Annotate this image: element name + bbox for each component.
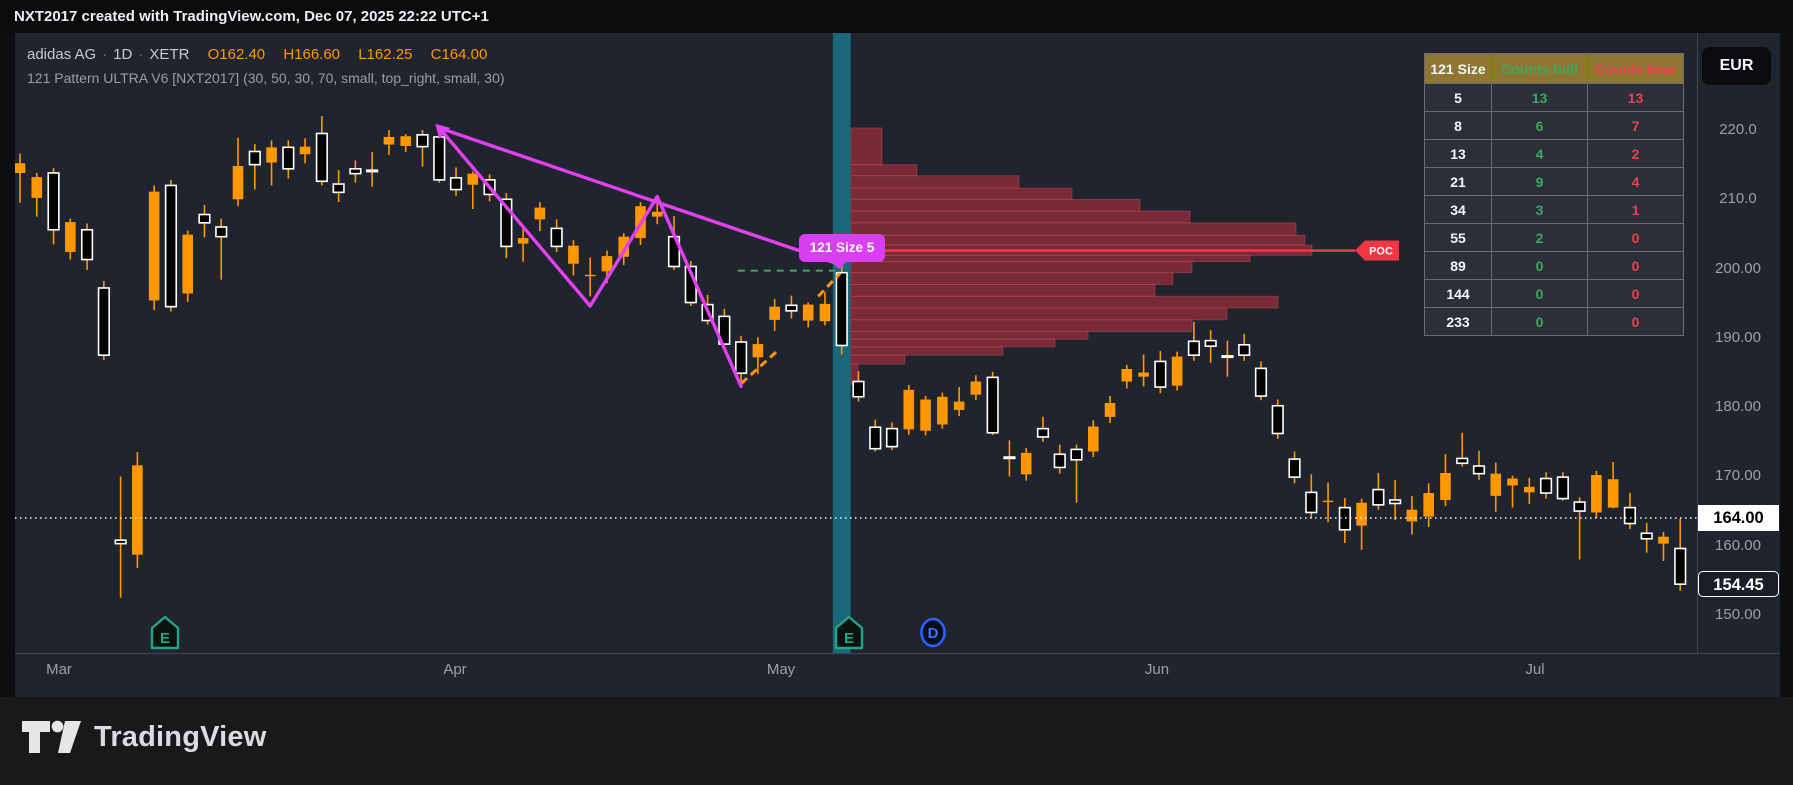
price-tick: 160.00 (1715, 536, 1761, 554)
month-label-mar: Mar (46, 661, 72, 678)
stats-header-size: 121 Size (1424, 53, 1492, 84)
close-value: C164.00 (430, 46, 488, 63)
stats-cell-size: 13 (1424, 139, 1492, 168)
stats-cell-bear: 0 (1587, 223, 1684, 252)
stats-table-header-row: 121 Size Counts bull Counts bear (1424, 53, 1684, 84)
time-axis[interactable] (15, 653, 1780, 697)
month-label-jul: Jul (1525, 661, 1545, 678)
stats-table-row: 144 0 0 (1424, 279, 1684, 308)
stats-table-row: 21 9 4 (1424, 167, 1684, 196)
stats-cell-bear: 0 (1587, 279, 1684, 308)
price-tick: 200.00 (1715, 259, 1761, 277)
month-label-jun: Jun (1144, 661, 1170, 678)
stats-cell-bull: 6 (1491, 111, 1588, 140)
symbol-line: adidas AG · 1D · XETR O162.40 H166.60 L162.2… (27, 46, 505, 68)
stats-cell-bull: 0 (1491, 279, 1588, 308)
stats-cell-bear: 7 (1587, 111, 1684, 140)
price-tick: 210.0 (1719, 190, 1757, 208)
stats-header-bull: Counts bull (1491, 53, 1588, 84)
stats-table-row: 233 0 0 (1424, 307, 1684, 336)
pattern-signal-label: 121 Size 5 (799, 234, 885, 269)
chart-legend: adidas AG · 1D · XETR O162.40 H166.60 L162.2… (27, 46, 505, 86)
stats-header-bear: Counts bear (1587, 53, 1684, 84)
stats-table-row: 89 0 0 (1424, 251, 1684, 280)
stats-cell-size: 21 (1424, 167, 1492, 196)
stats-cell-size: 233 (1424, 307, 1492, 336)
stats-cell-bear: 1 (1587, 195, 1684, 224)
footer-bar (0, 697, 1793, 785)
stats-cell-bull: 0 (1491, 307, 1588, 336)
open-value: O162.40 (207, 46, 266, 63)
symbol-name: adidas AG (27, 46, 97, 63)
stats-cell-bull: 9 (1491, 167, 1588, 196)
exchange: XETR (149, 46, 190, 63)
stats-cell-size: 144 (1424, 279, 1492, 308)
top-bar-title: NXT2017 created with TradingView.com, De… (0, 0, 1793, 33)
month-label-may: May (766, 661, 796, 678)
month-label-apr: Apr (443, 661, 467, 678)
stats-cell-size: 5 (1424, 83, 1492, 112)
stats-cell-bear: 13 (1587, 83, 1684, 112)
tradingview-logo-text: TradingView (94, 720, 267, 753)
stats-cell-bull: 13 (1491, 83, 1588, 112)
price-tag-last: 154.45 (1698, 571, 1779, 598)
stats-cell-bull: 3 (1491, 195, 1588, 224)
stats-cell-bear: 4 (1587, 167, 1684, 196)
price-axis[interactable] (1697, 33, 1780, 653)
stats-cell-bull: 2 (1491, 223, 1588, 252)
price-tick: 190.00 (1715, 328, 1761, 346)
pattern-stats-table: 121 Size Counts bull Counts bear 5 13 13 8 6… (1424, 53, 1684, 336)
price-tick: 180.00 (1715, 398, 1761, 416)
price-tag-current: 164.00 (1698, 505, 1779, 531)
stats-cell-size: 89 (1424, 251, 1492, 280)
stats-table-row: 5 13 13 (1424, 83, 1684, 112)
price-tick: 220.0 (1719, 121, 1757, 138)
tradingview-logo-icon (22, 720, 81, 753)
stats-cell-bear: 2 (1587, 139, 1684, 168)
stats-cell-bear: 0 (1587, 251, 1684, 280)
separator-dot: · (138, 46, 144, 63)
stats-cell-size: 55 (1424, 223, 1492, 252)
tradingview-logo[interactable]: TradingView (20, 716, 267, 758)
stats-cell-bull: 0 (1491, 251, 1588, 280)
timeframe: 1D (113, 46, 133, 63)
indicator-line: 121 Pattern ULTRA V6 [NXT2017] (30, 50, … (27, 70, 505, 86)
stats-table-row: 55 2 0 (1424, 223, 1684, 252)
stats-cell-size: 8 (1424, 111, 1492, 140)
stats-table-row: 34 3 1 (1424, 195, 1684, 224)
currency-button[interactable]: EUR (1701, 46, 1772, 86)
separator-dot: · (102, 46, 108, 63)
low-value: L162.25 (358, 46, 413, 63)
price-tick: 150.00 (1715, 606, 1761, 623)
stats-table-row: 13 4 2 (1424, 139, 1684, 168)
stats-cell-bull: 4 (1491, 139, 1588, 168)
price-tick: 170.00 (1715, 467, 1761, 485)
stats-cell-size: 34 (1424, 195, 1492, 224)
high-value: H166.60 (283, 46, 341, 63)
stats-cell-bear: 0 (1587, 307, 1684, 336)
